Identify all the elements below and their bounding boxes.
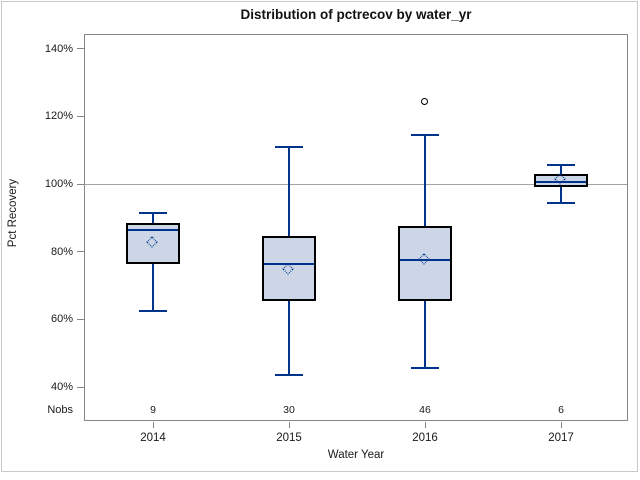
median-line [536, 181, 586, 184]
x-axis-label: Water Year [327, 449, 385, 461]
median-line [128, 228, 178, 231]
y-tick-mark [77, 386, 84, 388]
y-tick-label: 140% [44, 42, 73, 55]
box-2017 [534, 173, 588, 188]
nobs-value: 30 [283, 404, 295, 416]
y-tick-mark [77, 48, 84, 50]
whisker-stem-lower [560, 187, 562, 203]
box-2016 [398, 226, 452, 301]
y-tick-label: 120% [44, 110, 73, 123]
whisker-stem-upper [288, 146, 290, 237]
x-tick-label: 2017 [548, 432, 574, 444]
whisker-stem-lower [152, 263, 154, 311]
y-tick-label: 40% [50, 381, 73, 393]
median-line [400, 259, 450, 262]
x-tick-label: 2015 [276, 432, 302, 444]
nobs-header: Nobs [47, 404, 73, 416]
y-tick-label: 80% [50, 245, 73, 258]
whisker-cap-lower [411, 367, 439, 370]
whisker-cap-lower [547, 201, 575, 204]
x-tick-label: 2014 [140, 432, 166, 444]
y-tick-label: 60% [50, 313, 73, 326]
y-tick-mark [77, 115, 84, 117]
plot-area: 40% 60% 80% 100% 120% 140% Nobs 9 2014 30 2015 46 20… [45, 34, 628, 444]
y-tick-mark [77, 251, 84, 253]
image-frame [1, 1, 638, 472]
whisker-stem-upper [424, 134, 426, 227]
y-axis-label: Pct Recovery [7, 178, 19, 248]
whisker-stem-lower [288, 300, 290, 376]
whisker-cap-upper [139, 211, 167, 214]
whisker-stem-upper [560, 165, 562, 174]
x-tick-mark [152, 422, 154, 428]
whisker-cap-lower [275, 374, 303, 377]
x-tick-mark [288, 422, 290, 428]
median-line [264, 262, 314, 265]
whisker-cap-upper [547, 164, 575, 167]
whisker-cap-lower [139, 309, 167, 312]
nobs-value: 46 [419, 404, 431, 416]
outlier-point [420, 98, 428, 106]
x-tick-mark [424, 422, 426, 428]
chart-title: Distribution of pctrecov by water_yr [240, 7, 472, 22]
y-tick-mark [77, 318, 84, 320]
x-tick-mark [560, 422, 562, 428]
y-tick-mark [77, 183, 84, 185]
whisker-cap-upper [411, 133, 439, 136]
reference-line [85, 183, 627, 185]
whisker-stem-upper [152, 212, 154, 223]
nobs-value: 6 [558, 404, 564, 416]
nobs-value: 9 [150, 404, 156, 416]
box-2015 [262, 236, 316, 301]
x-tick-label: 2016 [412, 432, 438, 444]
y-tick-label: 100% [44, 178, 73, 191]
whisker-cap-upper [275, 145, 303, 148]
whisker-stem-lower [424, 300, 426, 369]
